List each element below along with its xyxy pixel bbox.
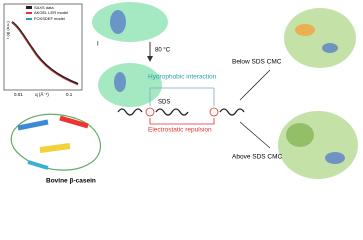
legend-swatch [26, 18, 32, 20]
protein-label: Bovine β-casein [46, 178, 96, 185]
figure: SAXS data AKGEL LER model FOXSDEF model … [3, 2, 358, 185]
x-axis-label: q (Å⁻¹) [35, 91, 49, 97]
heat-label: 80 °C [155, 48, 171, 54]
mechanism: Hydrophobic interaction SDS Electrostati… [117, 69, 271, 149]
legend-swatch [26, 12, 32, 14]
protein-structure: Bovine β-casein [10, 113, 102, 185]
x-tick-label: 0.01 [14, 92, 23, 97]
hydrophobic-label: Hydrophobic interaction [148, 74, 217, 81]
legend-entry: SAXS data [34, 5, 54, 10]
model-curve [11, 21, 79, 86]
below-cmc-label: Below SDS CMC [232, 59, 282, 66]
electrostatic-label: Electrostatic repulsion [148, 127, 212, 134]
envelope-models: I 80 °C [92, 2, 171, 107]
panel-label: I [97, 42, 99, 48]
above-cmc-label: Above SDS CMC [232, 154, 283, 161]
data-curve [11, 21, 79, 86]
saxs-plot: SAXS data AKGEL LER model FOXSDEF model … [3, 3, 83, 97]
legend-swatch [26, 6, 32, 9]
y-axis-label: I (q) (a.u.) [5, 21, 10, 39]
complexes: Below SDS CMC Above SDS CMC [232, 8, 358, 179]
x-tick-label: 0.1 [66, 92, 73, 97]
legend-entry: FOXSDEF model [34, 16, 65, 21]
legend-entry: AKGEL LER model [34, 10, 68, 15]
sds-label: SDS [158, 100, 170, 106]
plot-frame [3, 3, 83, 91]
